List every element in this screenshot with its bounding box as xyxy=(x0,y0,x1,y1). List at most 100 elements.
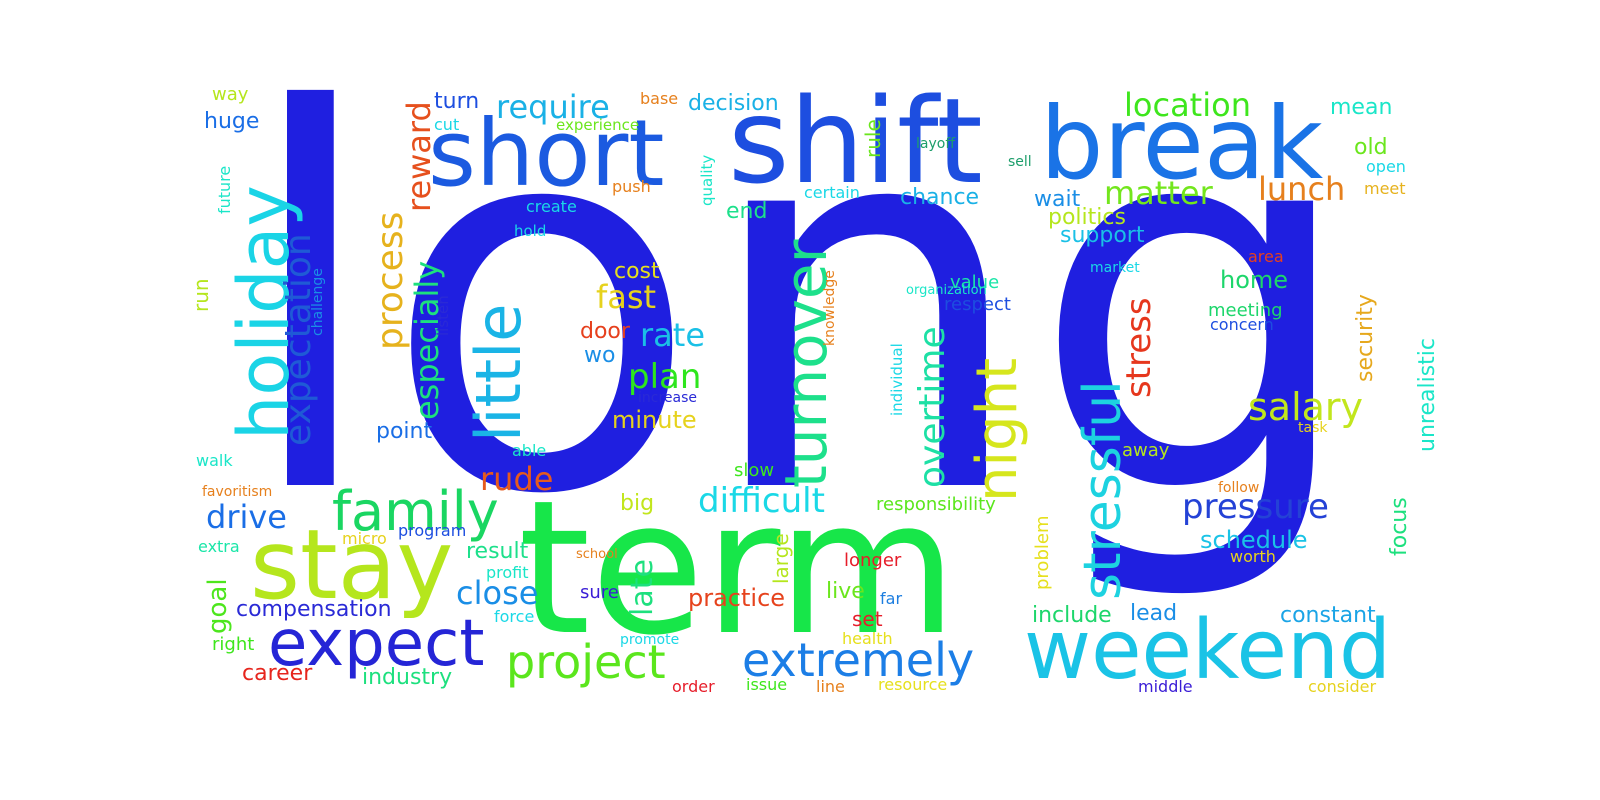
word-wait: wait xyxy=(1034,187,1081,212)
word-mean: mean xyxy=(1330,95,1392,120)
word-rule: rule xyxy=(861,119,885,158)
word-decision: decision xyxy=(688,91,779,116)
word-focus: focus xyxy=(1387,497,1412,556)
word-extra: extra xyxy=(198,537,240,556)
word-career: career xyxy=(242,661,313,686)
word-meeting: meeting xyxy=(1208,300,1283,321)
word-follow: follow xyxy=(1218,480,1259,496)
word-walk: walk xyxy=(196,451,233,470)
word-slow: slow xyxy=(734,460,774,481)
word-rude: rude xyxy=(480,460,553,498)
word-holiday: holiday xyxy=(223,185,305,440)
word-respect: respect xyxy=(944,294,1011,315)
word-reward: reward xyxy=(400,101,438,212)
word-concern: concern xyxy=(1210,315,1274,334)
word-experience: experience xyxy=(556,116,639,134)
word-practice: practice xyxy=(688,584,785,612)
word-layoff: layoff xyxy=(916,136,955,152)
word-late: late xyxy=(625,559,660,616)
word-home: home xyxy=(1220,266,1288,294)
word-point: point xyxy=(376,419,432,444)
word-salary: salary xyxy=(1248,385,1363,429)
word-difficult: difficult xyxy=(698,481,825,521)
word-close: close xyxy=(456,574,538,612)
word-extremely: extremely xyxy=(742,633,974,687)
word-schedule: schedule xyxy=(1200,526,1308,554)
word-stay: stay xyxy=(250,509,453,621)
word-lunch: lunch xyxy=(1258,170,1345,208)
word-sure: sure xyxy=(580,582,619,603)
word-away: away xyxy=(1122,440,1170,461)
word-compensation: compensation xyxy=(236,597,392,622)
word-end: end xyxy=(726,199,767,224)
word-long: long xyxy=(238,2,1360,608)
word-industry: industry xyxy=(362,665,452,690)
word-push: push xyxy=(612,177,651,196)
word-run: run xyxy=(189,278,213,312)
word-wo: wo xyxy=(584,343,615,368)
word-matter: matter xyxy=(1104,174,1214,212)
word-rate: rate xyxy=(640,316,705,354)
word-location: location xyxy=(1124,86,1251,124)
word-school: school xyxy=(576,547,618,562)
word-meet: meet xyxy=(1364,179,1406,198)
word-constant: constant xyxy=(1280,603,1376,628)
word-old: old xyxy=(1354,135,1388,160)
word-area: area xyxy=(1248,247,1284,266)
word-middle: middle xyxy=(1138,677,1193,696)
word-line: line xyxy=(816,677,845,696)
word-pressure: pressure xyxy=(1182,487,1329,527)
word-stressful: stressful xyxy=(1073,380,1133,600)
word-plan: plan xyxy=(628,357,701,397)
word-short: short xyxy=(428,100,664,207)
word-live: live xyxy=(826,579,865,604)
word-especially: especially xyxy=(408,261,446,420)
word-organization: organization xyxy=(906,283,987,298)
word-set: set xyxy=(852,607,883,631)
word-support: support xyxy=(1060,223,1145,248)
word-challenge: challenge xyxy=(310,268,326,336)
word-unrealistic: unrealistic xyxy=(1415,338,1440,452)
word-security: security xyxy=(1353,294,1378,382)
word-include: include xyxy=(1032,603,1112,628)
word-able: able xyxy=(512,441,546,460)
word-issue: issue xyxy=(746,675,787,694)
word-break: break xyxy=(1040,85,1323,202)
word-longer: longer xyxy=(844,550,902,571)
word-family: family xyxy=(332,480,499,543)
word-base: base xyxy=(640,89,678,108)
word-turnover: turnover xyxy=(772,239,840,488)
word-certain: certain xyxy=(804,183,860,202)
word-sell: sell xyxy=(1008,154,1032,170)
word-cost: cost xyxy=(614,259,660,284)
word-huge: huge xyxy=(204,109,259,134)
word-lead: lead xyxy=(1130,601,1177,626)
word-big: big xyxy=(620,491,654,516)
word-future: future xyxy=(215,166,234,214)
word-micro: micro xyxy=(342,529,387,548)
word-promote: promote xyxy=(620,632,679,648)
word-door: door xyxy=(580,319,631,344)
word-drive: drive xyxy=(206,498,287,536)
word-market: market xyxy=(1090,260,1140,276)
word-program: program xyxy=(398,521,466,540)
word-responsibility: responsibility xyxy=(876,494,996,515)
word-term: term xyxy=(518,460,957,676)
word-fast: fast xyxy=(596,278,656,316)
word-way: way xyxy=(212,84,249,105)
word-require: require xyxy=(496,88,610,126)
word-consider: consider xyxy=(1308,677,1377,696)
word-politics: politics xyxy=(1048,205,1126,230)
word-quality: quality xyxy=(698,155,716,206)
word-individual: individual xyxy=(888,343,906,416)
word-open: open xyxy=(1366,157,1406,176)
word-little: little xyxy=(462,304,535,442)
word-problem: problem xyxy=(1032,516,1053,590)
word-right: right xyxy=(212,634,254,655)
word-knowledge: knowledge xyxy=(822,270,838,346)
word-night: night xyxy=(965,358,1030,502)
word-health: health xyxy=(842,629,893,648)
word-create: create xyxy=(526,197,577,216)
word-goal: goal xyxy=(203,578,233,634)
